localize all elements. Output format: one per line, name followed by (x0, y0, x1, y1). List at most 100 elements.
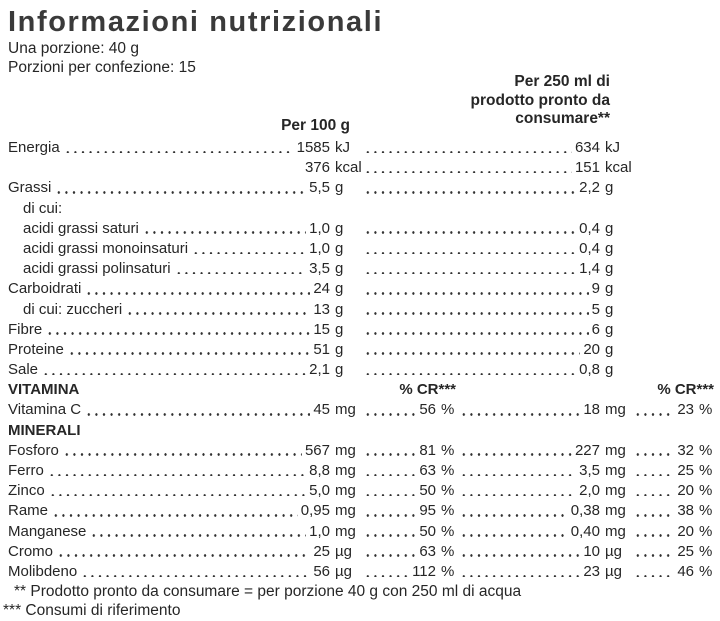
per-250ml-column-header: Per 250 ml di prodotto pronto da consuma… (471, 73, 610, 129)
nutrient-row: acidi grassi monoinsaturi 1,0 g 0,4 g (8, 238, 720, 259)
dot-leader (364, 440, 417, 456)
nutrient-row: acidi grassi polinsaturi 3,5 g 1,4 g (8, 259, 720, 279)
percent-sign: % (441, 562, 455, 580)
percent-sign: % (699, 462, 713, 479)
percent-sign: % (441, 441, 455, 459)
cr-header-100g: % CR*** (399, 381, 456, 399)
nutrient-label: Cromo (8, 542, 54, 560)
dot-leader (63, 138, 294, 154)
nutrient-label: Fibre (8, 320, 43, 338)
dot-leader (460, 561, 581, 578)
unit-per-100g: g (335, 320, 344, 338)
dot-leader (364, 360, 577, 376)
value-per-250ml: 0,8 (579, 361, 600, 379)
dot-leader (364, 501, 417, 517)
dot-leader (364, 481, 417, 497)
percent-sign: % (441, 542, 455, 560)
unit-per-250ml: mg (605, 441, 626, 459)
value-per-100g: 1,0 (309, 239, 330, 257)
unit-per-250ml: mg (605, 482, 626, 500)
unit-per-250ml: mg (605, 462, 626, 479)
dot-leader (460, 481, 577, 497)
unit-per-100g: mg (335, 401, 356, 419)
dot-leader (364, 218, 577, 234)
dot-leader (634, 481, 675, 497)
nutrient-row: Manganese 1,0 mg 50% 0,40 mg 20% (8, 521, 720, 542)
nutrient-label: Grassi (8, 179, 52, 197)
value-per-100g: 1,0 (309, 219, 330, 237)
value-per-250ml: 6 (591, 320, 600, 338)
value-per-100g: 24 (313, 280, 330, 298)
nutrient-row: 376 kcal 151 kcal (8, 158, 720, 178)
nutrient-row: Fibre 15 g 6 g (8, 319, 720, 340)
unit-per-250ml: kcal (605, 159, 632, 177)
percent-sign: % (441, 462, 455, 479)
dot-leader (364, 339, 581, 356)
dot-leader (192, 238, 307, 255)
unit-per-250ml: g (605, 280, 614, 298)
dot-leader (634, 400, 675, 416)
dot-leader (634, 521, 675, 537)
dot-leader (364, 138, 572, 154)
nutrient-label: acidi grassi polinsaturi (23, 260, 171, 278)
nutrient-row: Molibdeno 56 µg 112% 23 µg 46% (8, 561, 720, 582)
dot-leader (12, 158, 302, 173)
dot-leader (364, 279, 589, 295)
nutrient-row: Cromo 25 µg 63% 10 µg 25% (8, 541, 720, 562)
dot-leader (460, 400, 581, 416)
percent-cr-100g: 81 (419, 441, 436, 459)
dot-leader (48, 481, 307, 497)
dot-leader (364, 319, 589, 335)
value-per-100g: 5,0 (309, 482, 330, 500)
dot-leader (81, 561, 311, 578)
nutrient-label: Molibdeno (8, 562, 78, 580)
dot-leader (460, 440, 572, 456)
unit-per-250ml: mg (605, 522, 626, 540)
value-per-100g: 3,5 (309, 260, 330, 278)
value-per-250ml: 10 (583, 542, 600, 560)
unit-per-100g: g (335, 219, 344, 237)
percent-sign: % (699, 441, 713, 459)
unit-per-250ml: g (605, 300, 614, 318)
unit-per-250ml: kJ (605, 139, 620, 156)
nutrient-label: Zinco (8, 482, 45, 500)
value-per-100g: 51 (313, 340, 330, 358)
percent-cr-100g: 63 (419, 462, 436, 479)
page-title: Informazioni nutrizionali (8, 6, 384, 38)
dot-leader (364, 561, 410, 578)
dot-leader (364, 238, 577, 255)
unit-per-100g: mg (335, 462, 356, 479)
dot-leader (634, 440, 675, 456)
value-per-100g: 2,1 (309, 361, 330, 379)
nutrient-label: Vitamina C (8, 401, 82, 419)
unit-per-100g: mg (335, 482, 356, 500)
dot-leader (364, 178, 577, 194)
dot-leader (62, 440, 302, 456)
value-per-100g: 1,0 (309, 522, 330, 540)
servings-per-pack-line: Porzioni per confezione: 15 (8, 59, 196, 76)
dot-leader (83, 380, 357, 395)
value-per-100g: 13 (313, 300, 330, 318)
value-per-100g: 56 (313, 562, 330, 580)
percent-cr-250ml: 25 (677, 542, 694, 560)
nutrient-row: Grassi 5,5 g 2,2 g (8, 178, 720, 198)
nutrient-label: Ferro (8, 462, 44, 479)
unit-per-250ml: g (605, 219, 614, 237)
nutrient-label: VITAMINA (8, 381, 80, 399)
nutrient-row: Carboidrati 24 g 9 g (8, 279, 720, 299)
unit-per-100g: g (335, 179, 344, 197)
percent-cr-100g: 63 (419, 542, 436, 560)
percent-cr-100g: 95 (419, 502, 436, 520)
percent-cr-100g: 50 (419, 522, 436, 540)
value-per-100g: 5,5 (309, 179, 330, 197)
nutrient-row: Vitamina C 45 mg 56% 18 mg 23% (8, 400, 720, 420)
per-250ml-header-line3: consumare** (515, 110, 610, 127)
percent-sign: % (699, 562, 713, 580)
value-per-100g: 567 (304, 441, 330, 459)
section-row: VITAMINA % CR*** % CR*** (8, 380, 720, 400)
nutrient-label: Proteine (8, 340, 64, 358)
dot-leader (174, 259, 307, 275)
serving-size-line: Una porzione: 40 g (8, 40, 139, 57)
percent-sign: % (441, 522, 455, 540)
value-per-250ml: 9 (591, 280, 600, 298)
